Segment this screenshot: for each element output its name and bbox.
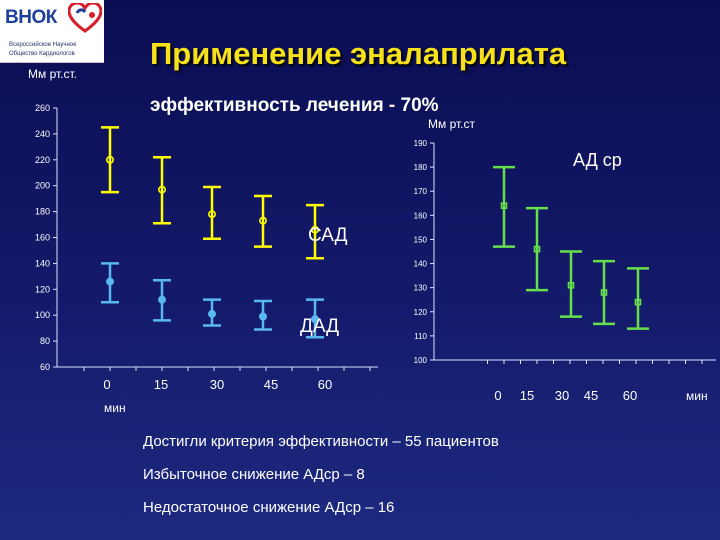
y-axis-label: Мм рт.ст. — [28, 67, 77, 81]
x-tick-label: 60 — [318, 377, 332, 392]
x-tick-label: 15 — [520, 388, 534, 403]
y-tick-label: 140 — [35, 258, 50, 268]
y-tick-label: 100 — [414, 356, 428, 365]
series-label: САД — [308, 225, 348, 246]
data-point — [258, 216, 267, 225]
note-efficiency: Достигли критерия эффективности – 55 пац… — [143, 433, 499, 450]
x-tick-label: 30 — [555, 388, 569, 403]
y-tick-label: 120 — [35, 284, 50, 294]
x-axis-label: мин — [104, 401, 126, 415]
x-axis-label: мин — [686, 389, 708, 403]
y-tick-label: 180 — [414, 163, 428, 172]
y-tick-label: 180 — [35, 207, 50, 217]
y-tick-label: 160 — [414, 211, 428, 220]
logo-text: ВНОК — [5, 7, 57, 28]
y-tick-label: 200 — [35, 181, 50, 191]
logo-line-2: Общество Кардиологов — [9, 51, 75, 57]
data-point — [106, 155, 115, 164]
data-point — [310, 315, 319, 324]
y-tick-label: 260 — [35, 103, 50, 113]
logo: ВНОК Всероссийское Научное Общество Кард… — [0, 0, 104, 63]
slide-title: Применение эналаприлата — [150, 36, 567, 71]
x-tick-label: 0 — [494, 388, 501, 403]
x-tick-label: 0 — [103, 377, 110, 392]
series-label: ДАД — [300, 316, 339, 337]
y-axis-label: Мм рт.ст — [428, 117, 475, 131]
data-point — [208, 210, 217, 219]
data-point — [500, 202, 508, 209]
data-point — [634, 298, 642, 306]
data-point — [208, 309, 217, 318]
data-point — [567, 281, 575, 289]
note-excessive: Избыточное снижение АДср – 8 — [143, 466, 365, 483]
data-point — [533, 245, 541, 253]
y-tick-label: 80 — [40, 336, 50, 346]
data-point — [158, 295, 167, 304]
y-tick-label: 130 — [414, 284, 428, 293]
data-point — [158, 185, 167, 194]
data-point — [106, 277, 115, 286]
data-point — [600, 289, 608, 296]
y-tick-label: 60 — [40, 362, 50, 372]
chart-left: 60 80 100 120 140 160 180 200 220 240 260 0 15 30 45 60… — [28, 67, 378, 415]
x-tick-label: 60 — [623, 388, 637, 403]
slide-subtitle: эффективность лечения - 70% — [150, 95, 439, 116]
chart-right: 100 110 120 130 140 150 160 170 180 190 0 15 30 45 60 М… — [414, 117, 716, 403]
y-tick-label: 160 — [35, 233, 50, 243]
data-point — [310, 225, 319, 234]
y-tick-label: 150 — [414, 235, 428, 244]
note-insufficient: Недостаточное снижение АДср – 16 — [143, 499, 395, 516]
x-tick-label: 30 — [210, 377, 224, 392]
x-tick-label: 15 — [154, 377, 168, 392]
y-tick-label: 240 — [35, 129, 50, 139]
y-tick-label: 140 — [414, 260, 428, 269]
y-tick-label: 220 — [35, 155, 50, 165]
heart-icon — [68, 3, 102, 33]
x-tick-label: 45 — [584, 388, 598, 403]
y-tick-label: 100 — [35, 310, 50, 320]
y-tick-label: 120 — [414, 308, 428, 317]
y-tick-label: 190 — [414, 139, 428, 148]
y-tick-label: 170 — [414, 187, 428, 196]
logo-line-1: Всероссийское Научное — [9, 42, 77, 48]
data-point — [258, 312, 267, 321]
x-tick-label: 45 — [264, 377, 278, 392]
y-tick-label: 110 — [414, 332, 427, 341]
chart-title: АД ср — [573, 150, 622, 170]
